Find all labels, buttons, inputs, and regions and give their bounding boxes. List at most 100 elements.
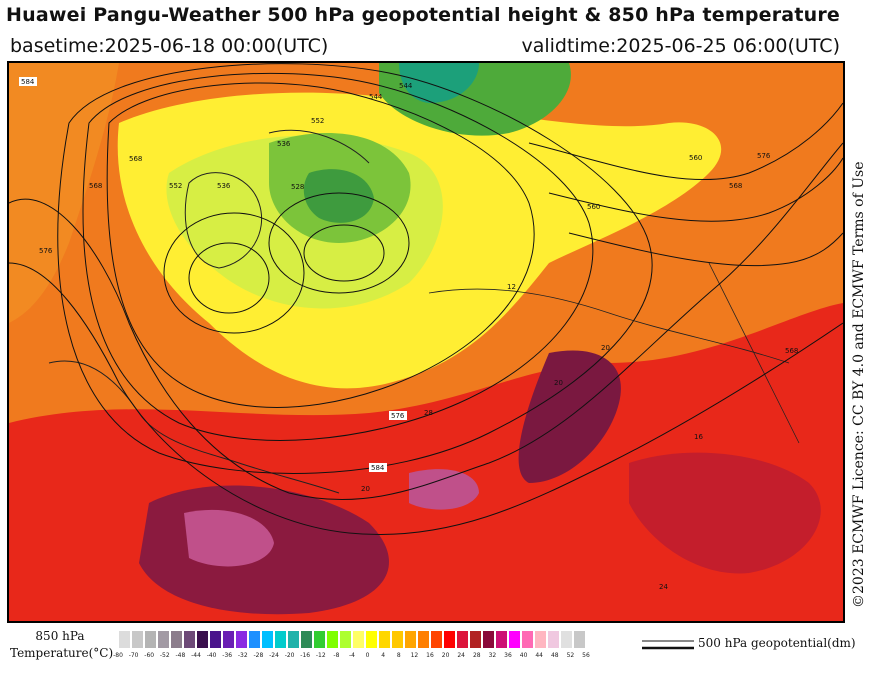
height-label: 560 (587, 203, 600, 211)
colorbar-tick-label: -20 (284, 652, 295, 659)
colorbar-tick-label: -24 (269, 652, 279, 659)
colorbar-swatch (339, 630, 352, 649)
validtime-label: validtime:2025-06-25 06:00(UTC) (521, 35, 840, 57)
colorbar-swatch (183, 630, 196, 649)
temperature-label: 20 (361, 485, 370, 493)
height-label: 544 (369, 93, 383, 101)
geopotential-legend-lines (642, 640, 694, 650)
colorbar-tick-label: 36 (504, 652, 512, 659)
colorbar-tick-label: 28 (472, 652, 481, 659)
colorbar-swatch (248, 630, 261, 649)
colorbar-tick-label: -44 (191, 652, 201, 659)
forecast-map: 584 560 560 544 552 536 544 536 528 568 … (7, 61, 845, 623)
colorbar-swatch (274, 630, 287, 649)
height-label: 536 (277, 140, 291, 148)
colorbar-swatch (365, 630, 378, 649)
height-label: 536 (217, 182, 231, 190)
colorbar-swatch (534, 630, 547, 649)
colorbar-swatch (573, 630, 586, 649)
colorbar-tick-label: 16 (426, 652, 434, 659)
colorbar-swatch (469, 630, 482, 649)
colorbar-swatch (378, 630, 391, 649)
colorbar-swatch (326, 630, 339, 649)
colorbar-tick-label: -60 (144, 652, 155, 659)
geopotential-legend: 500 hPa geopotential(dm) (642, 636, 862, 656)
colorbar-tick-label: -28 (253, 652, 264, 659)
colorbar-swatch (300, 630, 313, 649)
height-label: 568 (129, 155, 142, 163)
height-label: 552 (311, 117, 324, 125)
colorbar-ticks: -80 -70 -60 -52 -48 -44 -40 -36 -32 -28 -24 -20 -16-… (113, 652, 590, 664)
colorbar-swatch (391, 630, 404, 649)
colorbar-swatch (404, 630, 417, 649)
colorbar-swatch (482, 630, 495, 649)
colorbar-tick-label: -8 (333, 652, 340, 659)
colorbar-tick-label: 56 (582, 652, 590, 659)
colorbar-swatch (547, 630, 560, 649)
temperature-label: 12 (507, 283, 516, 291)
geopotential-legend-label: 500 hPa geopotential(dm) (698, 636, 856, 650)
height-label: 576 (391, 412, 405, 420)
temperature-label: 20 (601, 344, 610, 352)
colorbar-swatch (430, 630, 443, 649)
colorbar-swatch (313, 630, 326, 649)
height-label: 576 (39, 247, 53, 255)
colorbar-swatch (235, 630, 248, 649)
licence-text: ©2023 ECMWF Licence: CC BY 4.0 and ECMWF… (848, 80, 870, 609)
colorbar-tick-label: 8 (396, 652, 401, 659)
colorbar-swatch (443, 630, 456, 649)
colorbar-tick-label: 52 (566, 652, 575, 659)
colorbar-tick-label: 32 (488, 652, 497, 659)
height-label: 528 (291, 183, 304, 191)
colorbar-tick-label: 12 (410, 652, 419, 659)
temperature-label: 24 (659, 583, 668, 591)
map-title: Huawei Pangu-Weather 500 hPa geopotentia… (6, 4, 840, 26)
colorbar-swatch (118, 630, 131, 649)
colorbar-swatch (352, 630, 365, 649)
height-label: 552 (169, 182, 182, 190)
height-label: 568 (729, 182, 742, 190)
colorbar-swatches (118, 630, 586, 649)
colorbar-swatch (144, 630, 157, 649)
height-label: 584 (371, 464, 385, 472)
colorbar-tick-label: -70 (128, 652, 139, 659)
colorbar-tick-label: -32 (237, 652, 248, 659)
colorbar-tick-label: 0 (365, 652, 370, 659)
temperature-label: 28 (424, 409, 433, 417)
height-label: 544 (399, 82, 413, 90)
licence-label: ©2023 ECMWF Licence: CC BY 4.0 and ECMWF… (851, 162, 867, 609)
legend-title-line2: Temperature(°C) (10, 646, 114, 660)
colorbar-swatch (417, 630, 430, 649)
basetime-label: basetime:2025-06-18 00:00(UTC) (10, 35, 329, 57)
colorbar-tick-label: -48 (175, 652, 186, 659)
height-labels: 584 560 560 544 552 536 544 536 528 568 … (19, 77, 798, 591)
colorbar-tick-label: 48 (550, 652, 559, 659)
colorbar-swatch (456, 630, 469, 649)
colorbar-tick-label: 40 (519, 652, 528, 659)
temperature-label: 16 (694, 433, 703, 441)
colorbar-swatch (196, 630, 209, 649)
height-label: 576 (757, 152, 771, 160)
colorbar-swatch (157, 630, 170, 649)
colorbar-swatch (560, 630, 573, 649)
colorbar-swatch (209, 630, 222, 649)
temperature-colorbar: -80 -70 -60 -52 -48 -44 -40 -36 -32 -28 -24 -20 -16-… (113, 630, 590, 664)
colorbar-swatch (495, 630, 508, 649)
height-label: 568 (89, 182, 102, 190)
colorbar-tick-label: -80 (113, 652, 123, 659)
colorbar-tick-label: -52 (159, 652, 170, 659)
colorbar-swatch (287, 630, 300, 649)
colorbar-tick-label: 20 (441, 652, 450, 659)
legend-title-line1: 850 hPa (35, 629, 85, 643)
colorbar-tick-label: -4 (349, 652, 355, 659)
geopotential-contours (9, 63, 843, 536)
colorbar-swatch (508, 630, 521, 649)
colorbar-tick-label: -12 (315, 652, 326, 659)
height-label: 568 (785, 347, 798, 355)
colorbar-swatch (170, 630, 183, 649)
colorbar-swatch (131, 630, 144, 649)
height-label: 560 (689, 154, 702, 162)
colorbar-swatch (521, 630, 534, 649)
temperature-label: 20 (554, 379, 563, 387)
colorbar-swatch (222, 630, 235, 649)
